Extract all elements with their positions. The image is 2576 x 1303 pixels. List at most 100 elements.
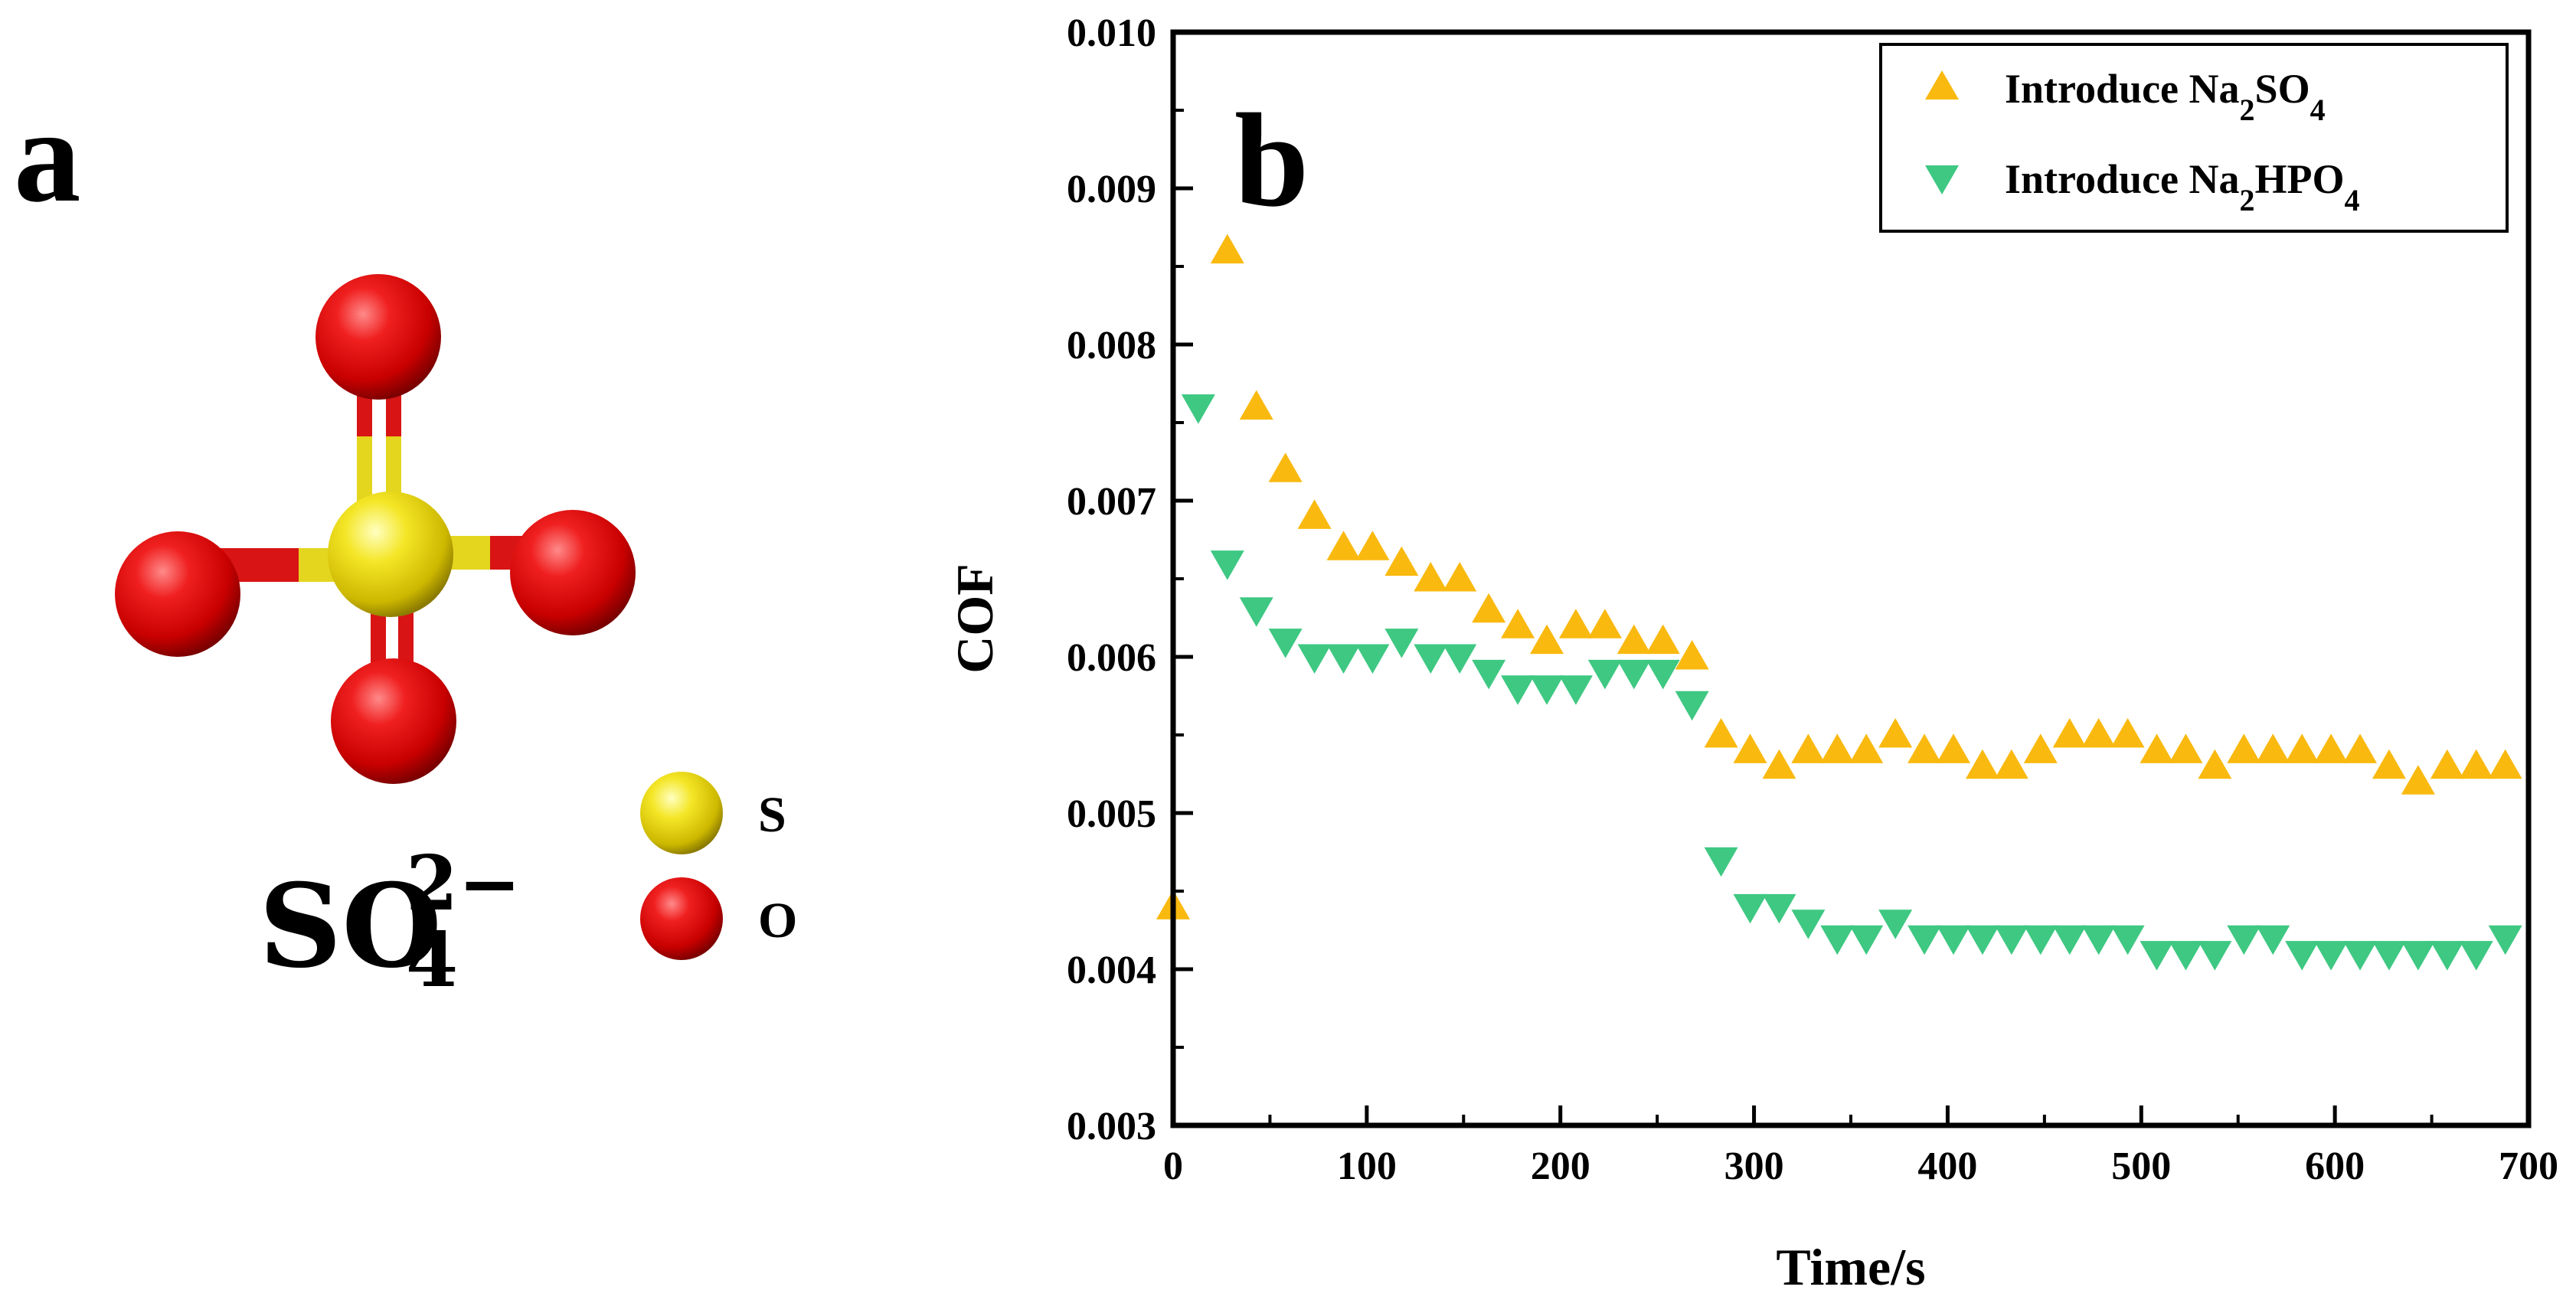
data-point (1646, 659, 1680, 690)
data-point (2401, 941, 2435, 971)
data-point (1762, 893, 1796, 924)
sulfate-formula: SO 2− 4 (259, 840, 525, 1004)
data-point (1501, 675, 1535, 705)
y-tick-label: 0.009 (1067, 168, 1156, 211)
data-point (1907, 925, 1942, 955)
x-tick-label: 300 (1724, 1145, 1784, 1188)
data-point (1965, 925, 1999, 955)
data-point (1443, 562, 1477, 592)
series-na2so4 (1156, 233, 2522, 919)
data-point (2256, 733, 2290, 763)
data-point (2488, 749, 2522, 779)
data-point (1530, 624, 1564, 655)
data-point (1414, 562, 1448, 592)
data-point (2110, 718, 2145, 748)
oxygen-atom-right (510, 510, 636, 635)
chart-points (1156, 233, 2522, 971)
data-point (2430, 749, 2464, 779)
data-point (2227, 733, 2261, 763)
y-tick-label: 0.010 (1067, 11, 1156, 55)
y-tick-label: 0.007 (1067, 480, 1156, 524)
data-point (2198, 749, 2232, 779)
data-point (1849, 733, 1884, 763)
data-point (1994, 749, 2028, 779)
x-tick-label: 100 (1337, 1145, 1397, 1188)
legend-label-na2so4: Introduce Na2SO4 (2005, 66, 2326, 127)
data-point (1181, 394, 1215, 424)
data-point (2459, 941, 2493, 971)
data-point (2314, 733, 2349, 763)
data-point (1239, 390, 1273, 420)
data-point (1210, 550, 1244, 580)
data-point (1210, 233, 1244, 264)
data-point (2169, 941, 2203, 971)
data-point (1937, 925, 1971, 955)
legend-label-na2hpo4: Introduce Na2HPO4 (2005, 156, 2360, 217)
legend-box (1879, 43, 2509, 233)
data-point (1704, 718, 1738, 748)
data-point (1791, 909, 1826, 939)
data-point (1617, 659, 1651, 690)
legend-oxygen-swatch (640, 877, 723, 960)
data-point (1297, 644, 1332, 674)
data-point (2430, 941, 2464, 971)
data-point (1617, 624, 1651, 655)
series-na2hpo4 (1181, 394, 2522, 971)
plot-frame (1170, 29, 2532, 1128)
legend-marker-na2hpo4 (1925, 165, 1959, 194)
data-point (1530, 675, 1564, 705)
x-tick-label: 0 (1163, 1145, 1183, 1188)
data-point (1472, 593, 1506, 623)
data-point (1297, 499, 1332, 529)
data-point (1675, 640, 1709, 670)
x-tick-label: 200 (1531, 1145, 1590, 1188)
data-point (1849, 925, 1884, 955)
data-point (1355, 644, 1390, 674)
y-tick-label: 0.008 (1067, 324, 1156, 367)
data-point (1326, 531, 1361, 560)
panel-a-letter: a (14, 81, 81, 230)
data-point (1965, 749, 1999, 779)
panel-b-letter: b (1234, 86, 1309, 234)
chart-ticks: 0 100 200 300 400 500 600 700 0.003 0.004 0.005 0.0… (1067, 11, 2558, 1188)
data-point (1501, 609, 1535, 638)
x-tick-label: 500 (2111, 1145, 2171, 1188)
data-point (1646, 624, 1680, 655)
chart-legend: Introduce Na2SO4 Introduce Na2HPO4 (1879, 43, 2509, 233)
data-point (1414, 644, 1448, 674)
panel-a: a (14, 81, 797, 1004)
data-point (2256, 925, 2290, 955)
y-tick-label: 0.006 (1067, 636, 1156, 680)
data-point (2023, 733, 2058, 763)
data-point (2023, 925, 2058, 955)
oxygen-atom-left (115, 531, 240, 657)
legend-marker-na2so4 (1925, 70, 1959, 100)
legend-sulfur-swatch (640, 772, 723, 854)
data-point (1733, 733, 1767, 763)
data-point (2372, 749, 2406, 779)
oxygen-atom-top (315, 274, 441, 400)
data-point (1587, 609, 1622, 638)
data-point (2081, 718, 2116, 748)
data-point (2401, 765, 2435, 795)
data-point (1704, 847, 1738, 877)
data-point (1268, 452, 1303, 482)
oxygen-atom-bottom (331, 658, 456, 784)
sulfate-molecule (115, 274, 636, 784)
data-point (1355, 531, 1390, 560)
legend-oxygen-label: O (758, 893, 797, 949)
data-point (1384, 629, 1419, 658)
data-point (1675, 691, 1709, 721)
data-point (1472, 659, 1506, 690)
data-point (2140, 733, 2174, 763)
formula-charge: 2− (406, 840, 521, 928)
data-point (2285, 941, 2319, 971)
data-point (2285, 733, 2319, 763)
data-point (1733, 893, 1767, 924)
data-point (2052, 925, 2087, 955)
data-point (2227, 925, 2261, 955)
data-point (2343, 941, 2378, 971)
data-point (1558, 675, 1593, 705)
